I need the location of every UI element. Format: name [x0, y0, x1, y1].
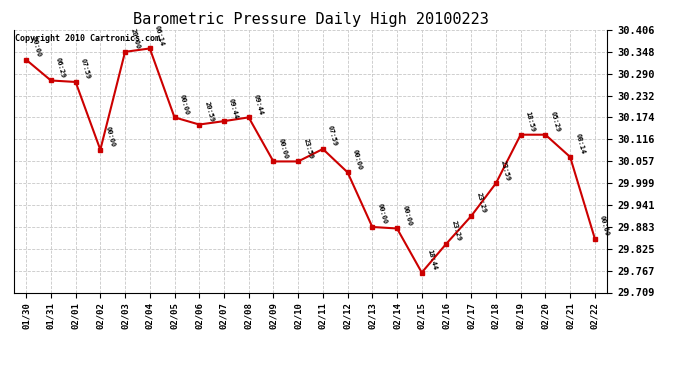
- Text: 05:29: 05:29: [549, 111, 561, 133]
- Text: 00:00: 00:00: [277, 138, 289, 160]
- Text: 00:00: 00:00: [401, 205, 413, 227]
- Text: 00:00: 00:00: [104, 126, 116, 148]
- Text: 23:29: 23:29: [451, 220, 462, 242]
- Text: Copyright 2010 Cartronics.com: Copyright 2010 Cartronics.com: [15, 34, 160, 43]
- Text: 06:14: 06:14: [154, 25, 165, 46]
- Text: 00:00: 00:00: [179, 93, 190, 116]
- Text: 09:44: 09:44: [253, 93, 264, 116]
- Text: 23:59: 23:59: [302, 138, 313, 160]
- Text: 07:59: 07:59: [80, 58, 91, 80]
- Text: 09:44: 09:44: [228, 97, 239, 119]
- Text: 00:00: 00:00: [352, 148, 363, 171]
- Text: 23:29: 23:29: [475, 192, 486, 214]
- Text: 00:00: 00:00: [30, 36, 41, 58]
- Text: 18:59: 18:59: [525, 111, 536, 133]
- Text: 20:59: 20:59: [204, 100, 215, 123]
- Title: Barometric Pressure Daily High 20100223: Barometric Pressure Daily High 20100223: [132, 12, 489, 27]
- Text: 00:00: 00:00: [377, 203, 388, 225]
- Text: 06:29: 06:29: [55, 57, 66, 79]
- Text: 18:44: 18:44: [426, 249, 437, 271]
- Text: 00:00: 00:00: [599, 215, 610, 237]
- Text: 07:59: 07:59: [327, 125, 338, 147]
- Text: 08:14: 08:14: [574, 133, 586, 155]
- Text: 20:00: 20:00: [129, 28, 141, 50]
- Text: 23:59: 23:59: [500, 159, 511, 182]
